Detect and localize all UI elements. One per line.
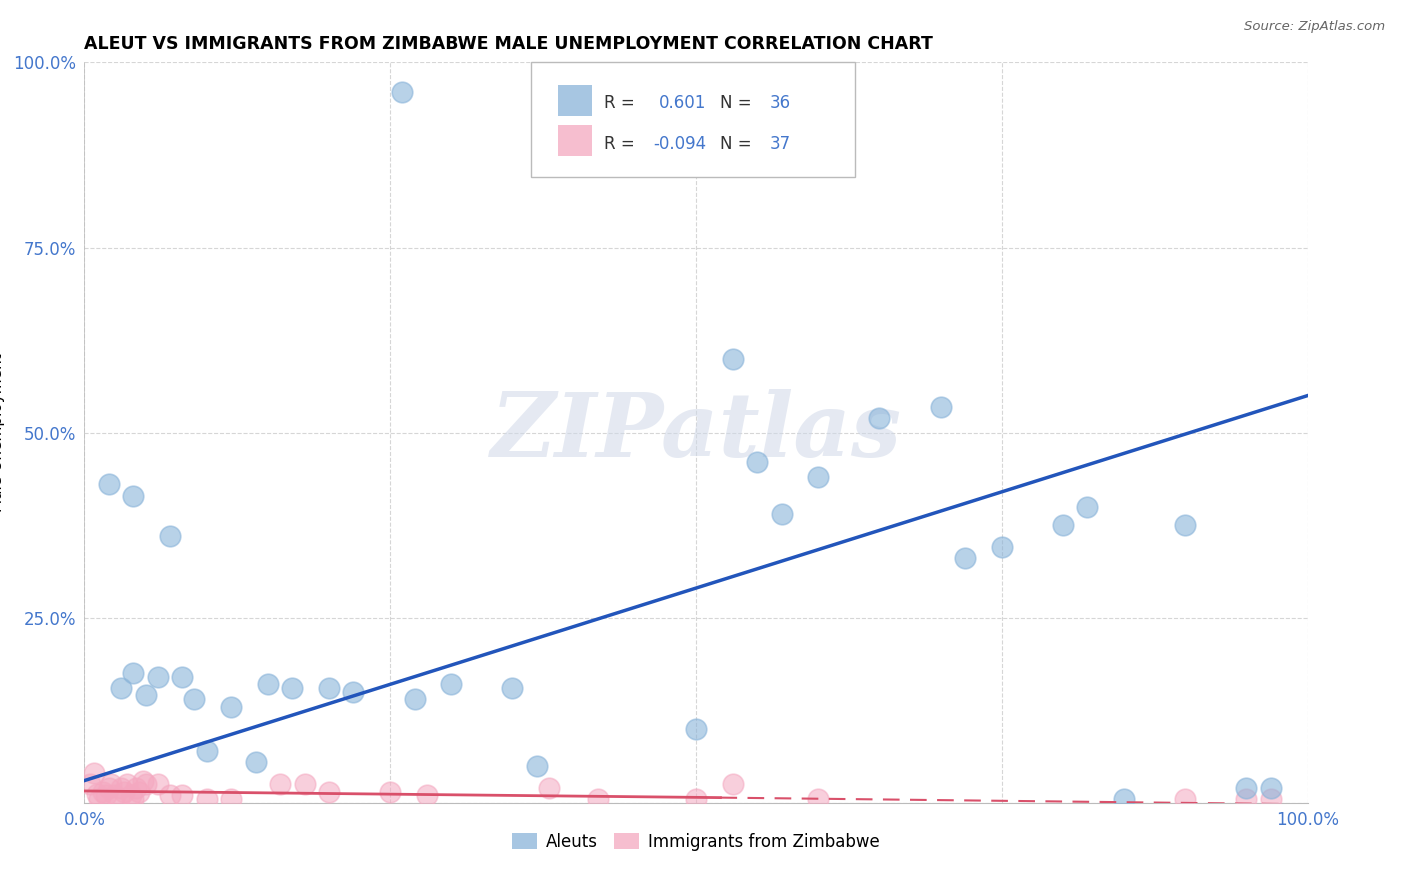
Point xyxy=(538,780,561,795)
Point xyxy=(172,670,194,684)
Point xyxy=(269,777,291,791)
Point xyxy=(195,792,218,806)
Point xyxy=(953,551,976,566)
Point xyxy=(526,758,548,772)
Point xyxy=(128,785,150,799)
Point xyxy=(869,410,891,425)
Text: R =: R = xyxy=(605,95,640,112)
Point xyxy=(685,722,707,736)
Point xyxy=(96,789,118,803)
Text: ALEUT VS IMMIGRANTS FROM ZIMBABWE MALE UNEMPLOYMENT CORRELATION CHART: ALEUT VS IMMIGRANTS FROM ZIMBABWE MALE U… xyxy=(84,35,934,53)
Point xyxy=(502,681,524,695)
Point xyxy=(685,792,707,806)
Point xyxy=(281,681,304,695)
Y-axis label: Male Unemployment: Male Unemployment xyxy=(0,353,4,512)
Point xyxy=(115,777,138,791)
Point xyxy=(104,789,127,803)
Text: 0.601: 0.601 xyxy=(659,95,707,112)
Point xyxy=(146,777,169,791)
Point xyxy=(1114,792,1136,806)
Point xyxy=(135,777,157,791)
Point xyxy=(440,677,463,691)
Point xyxy=(807,470,830,484)
Point xyxy=(1174,792,1197,806)
Point xyxy=(929,400,952,414)
Point xyxy=(79,777,101,791)
Point xyxy=(132,773,155,788)
Point xyxy=(391,85,413,99)
FancyBboxPatch shape xyxy=(531,62,855,178)
Point xyxy=(183,692,205,706)
Point xyxy=(342,685,364,699)
Point xyxy=(1236,780,1258,795)
Point xyxy=(1260,780,1282,795)
Point xyxy=(110,780,132,795)
Text: 37: 37 xyxy=(769,135,790,153)
Point xyxy=(122,489,145,503)
Point xyxy=(219,792,242,806)
Point xyxy=(107,792,129,806)
Point xyxy=(91,785,114,799)
Point xyxy=(100,777,122,791)
Point xyxy=(110,681,132,695)
Point xyxy=(380,785,402,799)
Point xyxy=(807,792,830,806)
Point xyxy=(195,744,218,758)
Point xyxy=(159,789,181,803)
Point xyxy=(146,670,169,684)
Point xyxy=(1260,792,1282,806)
Point xyxy=(219,699,242,714)
Point xyxy=(125,780,148,795)
Point xyxy=(1174,518,1197,533)
Text: N =: N = xyxy=(720,95,758,112)
Text: N =: N = xyxy=(720,135,758,153)
Point xyxy=(97,477,120,491)
Point xyxy=(135,689,157,703)
Point xyxy=(318,681,340,695)
Point xyxy=(991,541,1014,555)
Point xyxy=(404,692,426,706)
Point xyxy=(97,780,120,795)
Point xyxy=(1236,792,1258,806)
Point xyxy=(112,785,135,799)
Point xyxy=(87,792,110,806)
Point xyxy=(721,777,744,791)
Point xyxy=(257,677,280,691)
Point xyxy=(122,666,145,681)
Point xyxy=(586,792,609,806)
Point xyxy=(122,792,145,806)
Point xyxy=(416,789,439,803)
Point xyxy=(747,455,769,469)
Point xyxy=(1052,518,1074,533)
Text: Source: ZipAtlas.com: Source: ZipAtlas.com xyxy=(1244,20,1385,33)
Point xyxy=(86,787,108,801)
Point xyxy=(721,351,744,366)
Point xyxy=(770,507,793,521)
Point xyxy=(120,789,142,803)
Point xyxy=(294,777,316,791)
Point xyxy=(83,766,105,780)
FancyBboxPatch shape xyxy=(558,85,592,116)
FancyBboxPatch shape xyxy=(558,126,592,156)
Point xyxy=(1076,500,1098,514)
Point xyxy=(159,529,181,543)
Point xyxy=(245,755,267,769)
Text: 36: 36 xyxy=(769,95,790,112)
Point xyxy=(172,789,194,803)
Text: -0.094: -0.094 xyxy=(654,135,706,153)
Legend: Aleuts, Immigrants from Zimbabwe: Aleuts, Immigrants from Zimbabwe xyxy=(506,826,886,857)
Text: ZIPatlas: ZIPatlas xyxy=(491,390,901,475)
Text: R =: R = xyxy=(605,135,640,153)
Point xyxy=(318,785,340,799)
